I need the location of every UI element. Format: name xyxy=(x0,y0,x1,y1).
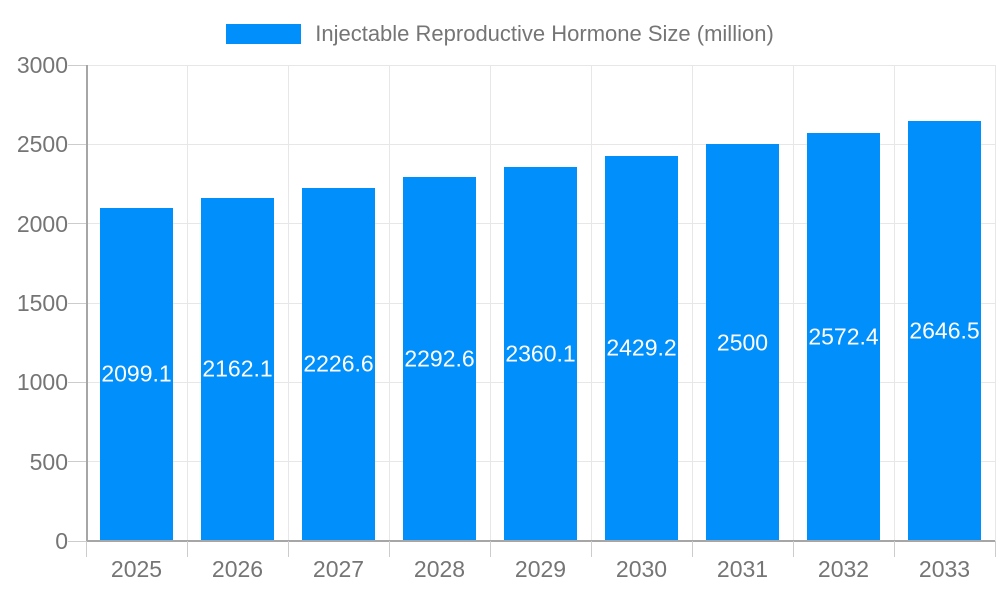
bar-2031[interactable]: 2500 xyxy=(706,144,779,541)
gridline-v xyxy=(287,65,289,541)
y-tick xyxy=(68,540,86,542)
y-axis-line xyxy=(86,65,88,541)
y-tick-label: 2000 xyxy=(16,210,68,237)
gridline-v xyxy=(994,65,996,541)
x-tick-label: 2031 xyxy=(716,556,769,582)
bar-value-label: 2500 xyxy=(716,329,769,356)
x-tick-label: 2030 xyxy=(615,556,668,582)
y-tick-label: 3000 xyxy=(16,52,68,78)
y-tick xyxy=(68,302,86,304)
y-tick xyxy=(68,223,86,225)
y-tick xyxy=(68,461,86,463)
x-tick xyxy=(691,541,693,557)
x-tick-label: 2028 xyxy=(413,556,466,582)
x-tick xyxy=(590,541,592,557)
bar-value-label: 2646.5 xyxy=(909,317,980,344)
gridline-v xyxy=(489,65,491,541)
x-tick xyxy=(388,541,390,557)
y-tick-label: 500 xyxy=(29,448,68,475)
gridline-v xyxy=(186,65,188,541)
bar-2032[interactable]: 2572.4 xyxy=(807,132,880,541)
bar-value-label: 2099.1 xyxy=(101,360,172,387)
bar-value-label: 2572.4 xyxy=(808,323,879,350)
bar-value-label: 2162.1 xyxy=(202,355,273,382)
x-tick xyxy=(994,541,996,557)
gridline-v xyxy=(893,65,895,541)
x-tick-label: 2026 xyxy=(211,556,264,582)
legend-label: Injectable Reproductive Hormone Size (mi… xyxy=(315,21,774,46)
bar-2025[interactable]: 2099.1 xyxy=(100,207,173,541)
y-tick-label: 1000 xyxy=(16,369,68,396)
x-tick xyxy=(186,541,188,557)
bar-2029[interactable]: 2360.1 xyxy=(504,166,577,541)
y-tick-label: 0 xyxy=(55,528,68,554)
x-tick-label: 2032 xyxy=(817,556,870,582)
gridline-v xyxy=(388,65,390,541)
plot-area: 2099.1 2162.1 2226.6 2292.6 2360.1 2429.2 2500… xyxy=(86,64,996,542)
x-tick xyxy=(489,541,491,557)
x-tick-label: 2029 xyxy=(514,556,567,582)
legend[interactable]: Injectable Reproductive Hormone Size (mi… xyxy=(0,20,1000,48)
bar-2026[interactable]: 2162.1 xyxy=(201,197,274,541)
x-tick xyxy=(86,541,87,557)
bar-value-label: 2226.6 xyxy=(303,350,374,377)
x-tick xyxy=(287,541,289,557)
bar-value-label: 2429.2 xyxy=(606,334,677,361)
gridline-v xyxy=(691,65,693,541)
y-tick-label: 1500 xyxy=(16,290,68,316)
x-tick-label: 2033 xyxy=(918,556,971,582)
x-tick xyxy=(893,541,895,557)
bar-2027[interactable]: 2226.6 xyxy=(302,187,375,541)
x-tick-label: 2025 xyxy=(110,556,163,582)
gridline-v xyxy=(590,65,592,541)
y-tick xyxy=(68,64,86,66)
x-tick xyxy=(792,541,794,557)
bar-2033[interactable]: 2646.5 xyxy=(908,121,981,541)
x-tick-label: 2027 xyxy=(312,556,365,582)
y-tick xyxy=(68,381,86,383)
bar-value-label: 2360.1 xyxy=(505,340,576,367)
bar-value-label: 2292.6 xyxy=(404,345,475,372)
y-tick xyxy=(68,143,86,145)
y-tick-label: 2500 xyxy=(16,131,68,158)
gridline-v xyxy=(792,65,794,541)
gridline-h xyxy=(86,64,995,66)
bar-2030[interactable]: 2429.2 xyxy=(605,155,678,541)
bar-2028[interactable]: 2292.6 xyxy=(403,177,476,541)
legend-swatch xyxy=(226,24,302,44)
